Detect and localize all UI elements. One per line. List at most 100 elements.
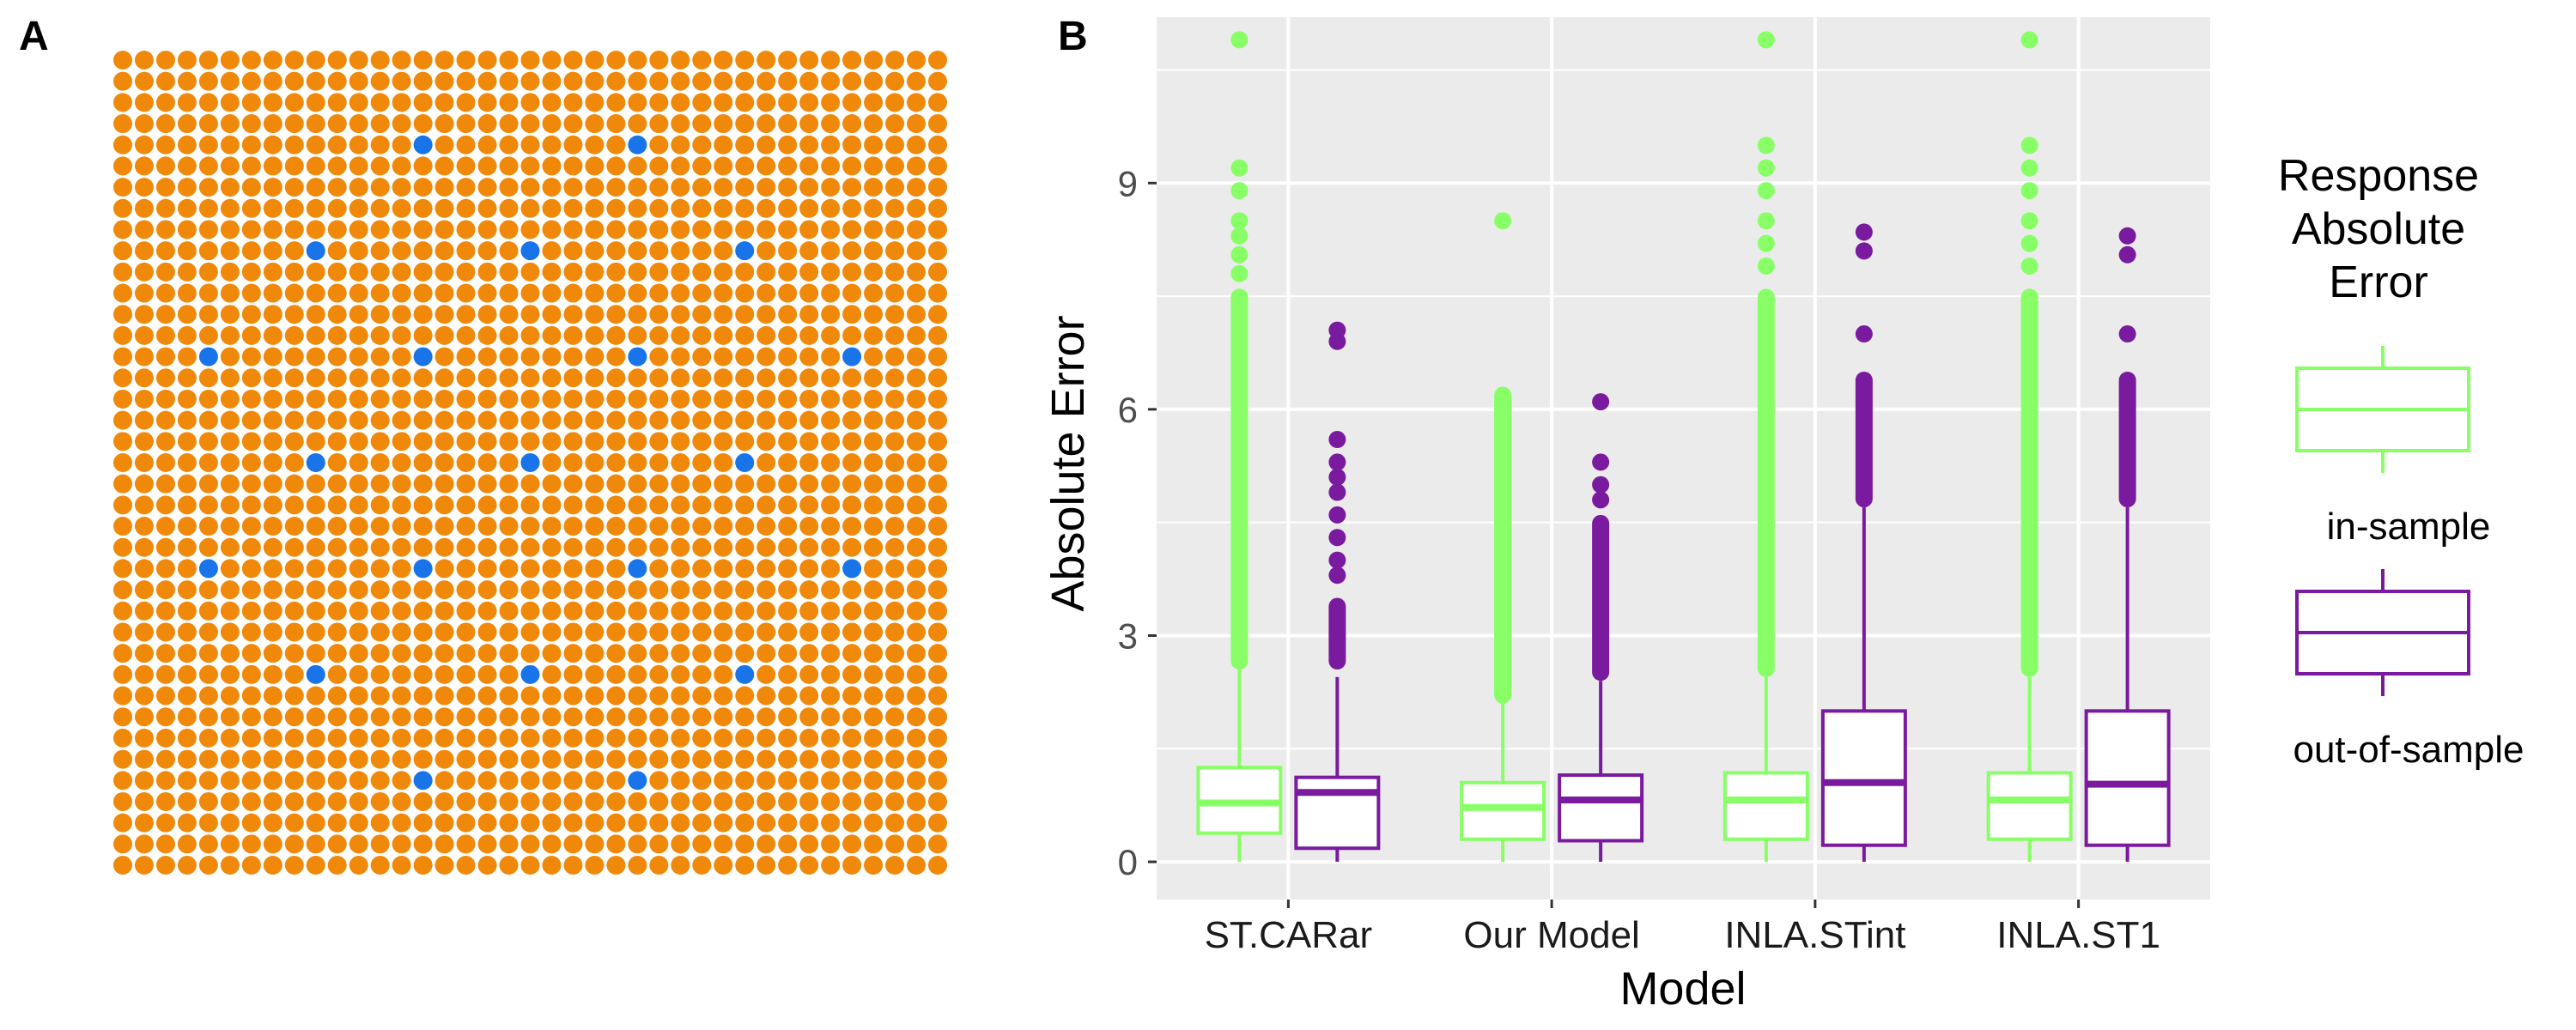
grid-location-point [799,156,819,176]
grid-location-point [606,601,626,621]
grid-location-point [198,71,218,91]
grid-location-point [756,580,776,600]
grid-location-point [198,368,218,388]
grid-location-point [477,453,497,472]
grid-location-point [392,135,411,154]
grid-location-point [392,368,411,388]
grid-location-point [671,305,690,324]
grid-location-point [349,71,368,91]
grid-location-point [585,813,605,833]
boxes [1196,31,2171,863]
grid-location-point [885,71,905,91]
grid-location-point [349,368,368,388]
grid-location-point [864,856,884,875]
grid-location-point [177,71,197,91]
grid-location-point [499,813,519,833]
grid-location-point [134,686,154,706]
grid-location-point [113,707,132,727]
grid-location-point [349,749,368,769]
grid-location-point [477,771,497,791]
grid-location-point [413,728,433,748]
grid-location-point [177,707,197,727]
grid-location-point [756,283,776,303]
grid-location-point [799,135,819,154]
grid-location-point [284,622,304,642]
grid-location-point [370,644,390,663]
grid-location-point [413,453,433,472]
grid-location-point [649,580,669,600]
grid-location-point [864,135,884,154]
grid-location-point [520,771,540,791]
grid-location-point [756,622,776,642]
grid-location-point [284,771,304,791]
grid-location-point [649,198,669,218]
grid-location-point [628,749,647,769]
grid-location-point [735,262,755,282]
grid-location-point [907,325,927,345]
grid-location-point [499,537,519,557]
grid-location-point [220,813,240,833]
grid-location-point [198,728,218,748]
grid-location-point [306,178,325,197]
grid-location-point [349,241,368,261]
grid-location-point [606,664,626,684]
grid-location-point [671,114,690,134]
grid-location-point [864,813,884,833]
grid-location-point [842,283,862,303]
grid-location-point [327,707,347,727]
grid-location-point [778,241,798,261]
grid-location-point [327,325,347,345]
grid-location-point [799,728,819,748]
grid-location-point [606,644,626,663]
grid-location-point [928,432,947,451]
grid-location-point [413,644,433,663]
grid-location-point [198,686,218,706]
grid-location-point [220,305,240,324]
grid-location-point [864,771,884,791]
grid-location-point [628,93,647,112]
grid-location-point [327,517,347,536]
grid-location-point [778,791,798,811]
grid-location-point [606,283,626,303]
grid-location-point [349,559,368,579]
grid-location-point [220,368,240,388]
grid-location-point [477,93,497,112]
grid-location-point [113,728,132,748]
y-tick-label: 6 [1118,390,1138,430]
grid-location-point [821,517,841,536]
grid-location-point [885,644,905,663]
grid-location-point [413,517,433,536]
grid-location-point [413,686,433,706]
outlier-point [1328,321,1346,339]
grid-location-point [306,707,325,727]
grid-location-point [177,241,197,261]
grid-location-point [113,474,132,494]
grid-location-point [263,728,283,748]
grid-location-point [370,135,390,154]
grid-location-point [349,51,368,70]
grid-location-point [735,93,755,112]
grid-location-point [714,537,733,557]
grid-location-point [241,198,261,218]
grid-location-point [370,834,390,854]
grid-location-point [671,178,690,197]
grid-location-point [392,664,411,684]
grid-location-point [928,517,947,536]
grid-location-point [585,262,605,282]
grid-location-point [842,664,862,684]
grid-location-point [799,51,819,70]
grid-location-point [477,834,497,854]
grid-location-point [434,283,454,303]
grid-location-point [585,601,605,621]
grid-location-point [756,93,776,112]
outlier-point [1230,245,1249,264]
grid-location-point [241,135,261,154]
grid-location-point [735,389,755,409]
grid-location-point [520,791,540,811]
grid-location-point [456,559,476,579]
grid-location-point [155,601,175,621]
grid-location-point [692,559,712,579]
grid-location-point [520,517,540,536]
grid-location-point [671,559,690,579]
grid-location-point [263,325,283,345]
